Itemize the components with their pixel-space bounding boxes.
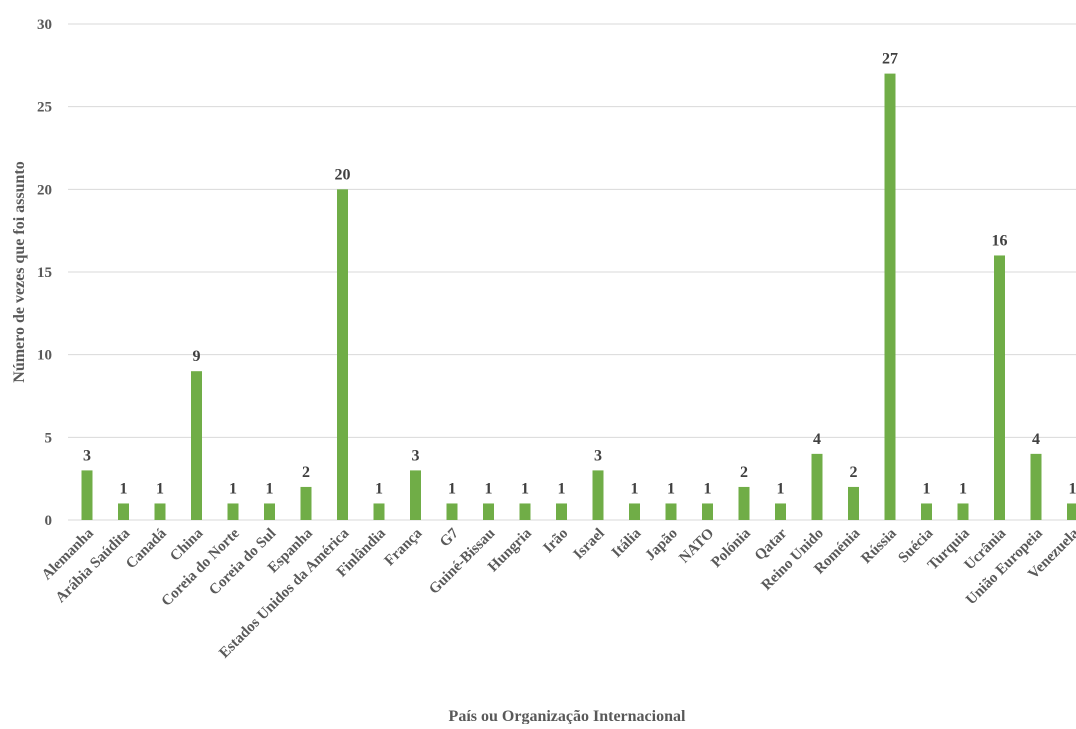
bar <box>1067 503 1076 520</box>
x-tick-label: Canadá <box>123 525 170 572</box>
bar <box>885 74 896 520</box>
data-label: 3 <box>412 447 420 464</box>
y-axis-title: Número de vezes que foi assunto <box>11 161 28 382</box>
data-label: 1 <box>448 480 456 497</box>
y-tick-label: 30 <box>37 17 52 33</box>
bars <box>82 74 1076 520</box>
data-label: 1 <box>923 480 931 497</box>
bar <box>629 503 640 520</box>
y-tick-label: 5 <box>45 430 53 446</box>
bar <box>994 255 1005 520</box>
data-label: 1 <box>156 480 164 497</box>
data-label: 2 <box>302 464 310 481</box>
bar <box>1031 454 1042 520</box>
bar <box>374 503 385 520</box>
data-label: 1 <box>667 480 675 497</box>
x-tick-label: Itália <box>609 525 645 561</box>
bar <box>447 503 458 520</box>
bar <box>739 487 750 520</box>
bar <box>191 371 202 520</box>
bar <box>666 503 677 520</box>
bar <box>483 503 494 520</box>
y-tick-label: 10 <box>37 348 52 364</box>
data-label: 2 <box>850 464 858 481</box>
bar <box>264 503 275 520</box>
x-tick-label: França <box>382 525 426 569</box>
data-label: 27 <box>882 51 898 68</box>
bar <box>301 487 312 520</box>
x-tick-label: Polónia <box>708 525 754 571</box>
y-axis-ticks: 0 5 10 15 20 25 30 <box>37 17 52 529</box>
x-tick-label: Rússia <box>858 525 900 567</box>
bar <box>337 189 348 520</box>
bar <box>410 470 421 520</box>
data-label: 1 <box>229 480 237 497</box>
data-label: 1 <box>959 480 967 497</box>
y-tick-label: 15 <box>37 265 52 281</box>
bar <box>118 503 129 520</box>
data-label: 3 <box>83 447 91 464</box>
bar <box>921 503 932 520</box>
data-label: 1 <box>521 480 529 497</box>
data-labels: 3 1 1 9 1 1 2 20 1 3 1 1 1 1 3 1 1 1 2 1 4 2 27 1 1 16 4 1 <box>83 51 1076 498</box>
bar <box>593 470 604 520</box>
data-label: 4 <box>813 431 821 448</box>
bar <box>958 503 969 520</box>
bar <box>82 470 93 520</box>
bar <box>155 503 166 520</box>
data-label: 1 <box>704 480 712 497</box>
data-label: 3 <box>594 447 602 464</box>
data-label: 1 <box>631 480 639 497</box>
data-label: 9 <box>193 348 201 365</box>
bar <box>228 503 239 520</box>
x-tick-label: Israel <box>571 526 608 563</box>
x-tick-label: Japão <box>642 526 680 564</box>
y-tick-label: 0 <box>45 513 53 529</box>
data-label: 1 <box>1069 480 1076 497</box>
data-label: 1 <box>375 480 383 497</box>
data-label: 1 <box>485 480 493 497</box>
grid-lines <box>68 24 1076 520</box>
data-label: 1 <box>558 480 566 497</box>
bar <box>702 503 713 520</box>
bar <box>775 503 786 520</box>
y-tick-label: 20 <box>37 182 52 198</box>
data-label: 20 <box>335 166 351 183</box>
bar <box>556 503 567 520</box>
data-label: 1 <box>777 480 785 497</box>
x-tick-label: Irão <box>541 526 572 557</box>
bar <box>520 503 531 520</box>
x-tick-label: G7 <box>437 525 462 550</box>
bar <box>848 487 859 520</box>
data-label: 1 <box>120 480 128 497</box>
y-tick-label: 25 <box>37 100 52 116</box>
x-axis-title: País ou Organização Internacional <box>449 708 686 724</box>
data-label: 16 <box>992 232 1008 249</box>
data-label: 4 <box>1032 431 1040 448</box>
bar <box>812 454 823 520</box>
data-label: 1 <box>266 480 274 497</box>
data-label: 2 <box>740 464 748 481</box>
